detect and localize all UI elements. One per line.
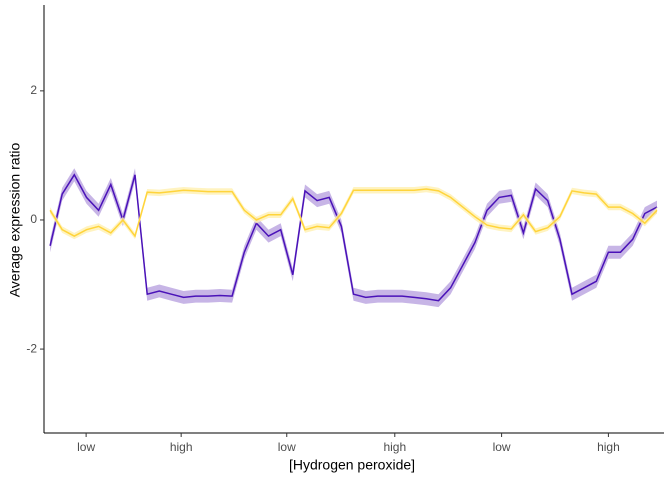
confidence-band — [50, 185, 658, 240]
y-tick-label: 0 — [30, 212, 37, 226]
x-tick-label: high — [170, 440, 193, 454]
y-axis-label: Average expression ratio — [7, 142, 23, 297]
confidence-band — [50, 168, 658, 308]
x-tick-label: high — [383, 440, 406, 454]
y-tick-label: 2 — [30, 83, 37, 97]
x-tick-label: low — [77, 440, 95, 454]
x-tick-label: high — [597, 440, 620, 454]
series-line — [49, 173, 658, 302]
x-axis-label: [Hydrogen peroxide] — [289, 457, 415, 473]
y-tick-label: -2 — [26, 341, 37, 355]
x-tick-label: low — [278, 440, 296, 454]
series-line — [49, 188, 658, 238]
x-tick-label: low — [493, 440, 511, 454]
